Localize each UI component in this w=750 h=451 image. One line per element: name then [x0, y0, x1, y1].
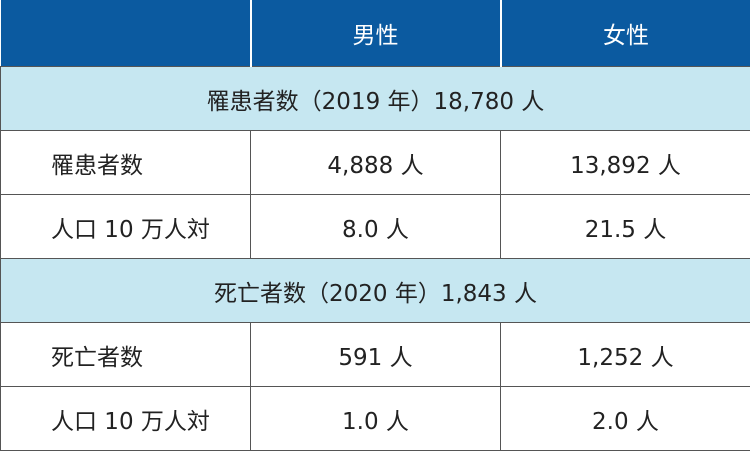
value-cell: 591 人 — [250, 322, 501, 387]
value-cell: 4,888 人 — [250, 130, 501, 195]
section-title: 罹患者数（2019 年）18,780 人 — [0, 66, 750, 131]
value-cell: 2.0 人 — [500, 386, 750, 451]
data-row: 人口 10 万人対 1.0 人 2.0 人 — [0, 386, 750, 451]
row-label: 罹患者数 — [0, 130, 251, 195]
row-label: 死亡者数 — [0, 322, 251, 387]
value-cell: 1,252 人 — [500, 322, 750, 387]
value-cell: 1.0 人 — [250, 386, 501, 451]
header-row: 男性 女性 — [0, 0, 750, 67]
section-title: 死亡者数（2020 年）1,843 人 — [0, 258, 750, 323]
table-body: 罹患者数（2019 年）18,780 人罹患者数 4,888 人 13,892 人人… — [0, 66, 750, 451]
row-label: 人口 10 万人対 — [0, 386, 251, 451]
data-row: 死亡者数 591 人 1,252 人 — [0, 322, 750, 387]
section-row: 死亡者数（2020 年）1,843 人 — [0, 258, 750, 323]
value-cell: 21.5 人 — [500, 194, 750, 259]
column-header: 男性 — [249, 0, 501, 67]
data-row: 人口 10 万人対 8.0 人 21.5 人 — [0, 194, 750, 259]
table-header: 男性 女性 — [0, 0, 750, 67]
row-label: 人口 10 万人対 — [0, 194, 251, 259]
data-row: 罹患者数 4,888 人 13,892 人 — [0, 130, 750, 195]
value-cell: 8.0 人 — [250, 194, 501, 259]
corner-cell — [0, 0, 251, 67]
column-header: 女性 — [499, 0, 750, 67]
value-cell: 13,892 人 — [500, 130, 750, 195]
section-row: 罹患者数（2019 年）18,780 人 — [0, 66, 750, 131]
